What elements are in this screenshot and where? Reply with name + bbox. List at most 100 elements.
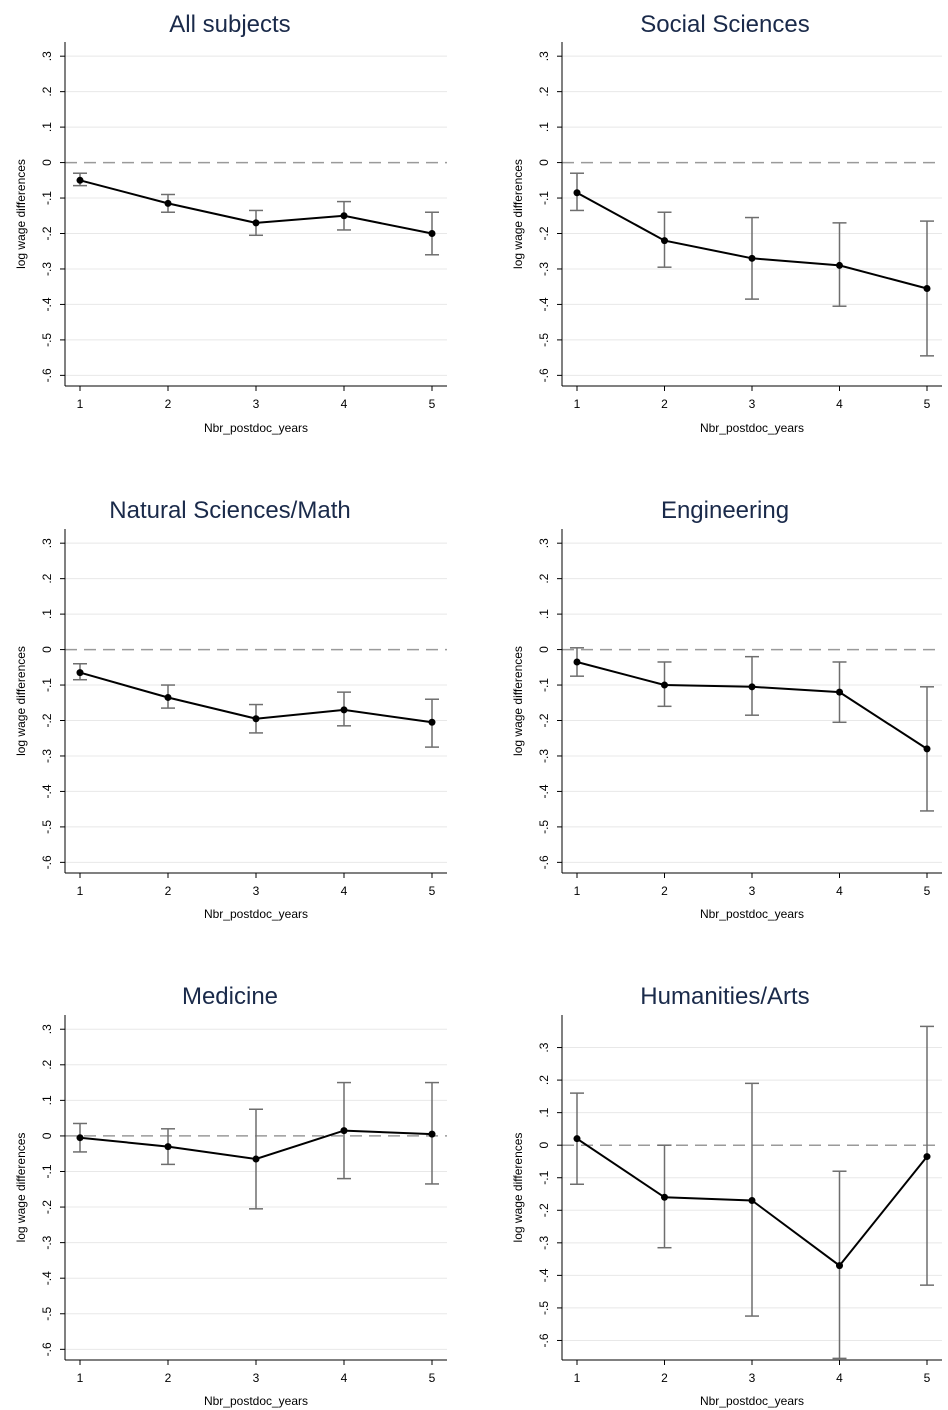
x-tick-label: 5 xyxy=(924,884,931,898)
y-tick-label: .1 xyxy=(40,1095,54,1105)
data-point xyxy=(748,683,756,691)
y-tick-label: .1 xyxy=(40,122,54,132)
x-tick-label: 2 xyxy=(165,884,172,898)
data-point xyxy=(836,261,843,269)
panel-title: All subjects xyxy=(169,11,290,38)
x-axis-label: Nbr_postdoc_years xyxy=(700,907,804,921)
data-point xyxy=(340,706,348,714)
y-tick-label: -.5 xyxy=(537,1301,551,1315)
data-point xyxy=(76,669,84,677)
data-point xyxy=(573,189,581,197)
y-tick-label: 0 xyxy=(537,1142,551,1149)
y-tick-label: 0 xyxy=(537,646,551,653)
data-point xyxy=(164,1143,172,1151)
x-tick-label: 5 xyxy=(924,397,931,411)
data-point xyxy=(252,1155,260,1163)
y-tick-label: -.5 xyxy=(537,820,551,834)
y-tick-label: -.6 xyxy=(537,368,551,382)
y-tick-label: -.1 xyxy=(537,191,551,205)
x-tick-label: 4 xyxy=(341,397,348,411)
panel-title: Medicine xyxy=(182,983,278,1010)
y-tick-label: -.5 xyxy=(40,820,54,834)
y-tick-label: 0 xyxy=(40,159,54,166)
x-tick-label: 2 xyxy=(165,397,172,411)
panel-title: Engineering xyxy=(661,497,789,524)
y-tick-label: .2 xyxy=(40,573,54,583)
data-point xyxy=(76,1134,84,1142)
x-axis-label: Nbr_postdoc_years xyxy=(700,1394,804,1408)
y-tick-label: -.4 xyxy=(40,297,54,311)
data-point xyxy=(340,1127,348,1135)
x-axis-label: Nbr_postdoc_years xyxy=(204,421,308,435)
y-tick-label: -.3 xyxy=(537,262,551,276)
y-tick-label: -.1 xyxy=(537,1170,551,1184)
x-axis-label: Nbr_postdoc_years xyxy=(204,907,308,921)
y-tick-label: -.2 xyxy=(40,226,54,240)
x-tick-label: 2 xyxy=(661,1371,668,1385)
x-tick-label: 5 xyxy=(429,884,436,898)
data-point xyxy=(164,693,172,701)
x-tick-label: 2 xyxy=(661,397,668,411)
x-tick-label: 4 xyxy=(341,884,348,898)
x-tick-label: 5 xyxy=(429,1371,436,1385)
x-tick-label: 3 xyxy=(749,884,756,898)
data-point xyxy=(836,1262,843,1270)
panel-3: Natural Sciences/Math .3 .2 .1 0 -.1 -.2 -.3 -.4… xyxy=(14,497,447,921)
x-tick-label: 2 xyxy=(165,1371,172,1385)
data-point xyxy=(428,230,436,238)
y-axis-label: log wage differences xyxy=(511,1133,525,1243)
data-point xyxy=(573,658,581,666)
x-tick-label: 4 xyxy=(836,884,843,898)
panel-title: Social Sciences xyxy=(640,11,809,38)
y-tick-label: -.2 xyxy=(40,713,54,727)
x-axis-label: Nbr_postdoc_years xyxy=(700,421,804,435)
y-tick-label: .2 xyxy=(40,86,54,96)
y-tick-label: -.1 xyxy=(40,191,54,205)
y-tick-label: -.1 xyxy=(40,1164,54,1178)
data-point xyxy=(923,284,931,292)
y-tick-label: -.6 xyxy=(40,855,54,869)
panel-6: Humanities/Arts .3 .2 .1 0 -.1 -.2 -.3 -.4 -.5 -.6… xyxy=(511,983,942,1408)
y-tick-label: .1 xyxy=(537,122,551,132)
data-point xyxy=(748,254,756,262)
data-point xyxy=(661,681,668,689)
x-tick-label: 1 xyxy=(77,1371,84,1385)
y-tick-label: -.5 xyxy=(537,333,551,347)
y-tick-label: -.2 xyxy=(40,1200,54,1214)
y-tick-label: -.4 xyxy=(537,1268,551,1282)
y-tick-label: 0 xyxy=(40,646,54,653)
y-tick-label: -.1 xyxy=(40,678,54,692)
y-axis-label: log wage differences xyxy=(511,646,525,756)
panel-4: Engineering .3 .2 .1 0 -.1 -.2 -.3 -.4 -.5 -.6 1 2 3 4… xyxy=(511,497,942,921)
x-tick-label: 1 xyxy=(77,397,84,411)
data-point xyxy=(573,1135,581,1143)
y-tick-label: 0 xyxy=(40,1132,54,1139)
data-point xyxy=(164,199,172,207)
y-tick-label: -.3 xyxy=(40,1235,54,1249)
y-tick-label: -.4 xyxy=(40,784,54,798)
data-point xyxy=(252,219,260,227)
panel-title: Natural Sciences/Math xyxy=(109,497,350,524)
y-tick-label: .1 xyxy=(537,609,551,619)
y-tick-label: .2 xyxy=(537,86,551,96)
x-tick-label: 3 xyxy=(253,884,260,898)
y-tick-label: -.4 xyxy=(40,1271,54,1285)
y-tick-label: .3 xyxy=(537,51,551,61)
x-tick-label: 4 xyxy=(836,397,843,411)
x-tick-label: 1 xyxy=(574,1371,581,1385)
y-tick-label: .3 xyxy=(537,538,551,548)
panel-title: Humanities/Arts xyxy=(640,983,809,1010)
y-tick-label: -.6 xyxy=(40,368,54,382)
data-point xyxy=(923,1153,931,1161)
x-tick-label: 1 xyxy=(574,397,581,411)
panel-5: Medicine .3 .2 .1 0 -.1 -.2 -.3 -.4 -.5 -.6 1 2 3 4 5 Nb… xyxy=(14,983,447,1408)
x-tick-label: 3 xyxy=(253,1371,260,1385)
x-tick-label: 2 xyxy=(661,884,668,898)
y-tick-label: .1 xyxy=(40,609,54,619)
y-tick-label: .3 xyxy=(40,51,54,61)
data-point xyxy=(661,237,668,245)
y-axis-label: log wage differences xyxy=(14,1133,28,1243)
y-tick-label: .1 xyxy=(537,1107,551,1117)
x-tick-label: 1 xyxy=(77,884,84,898)
data-point xyxy=(748,1197,756,1205)
